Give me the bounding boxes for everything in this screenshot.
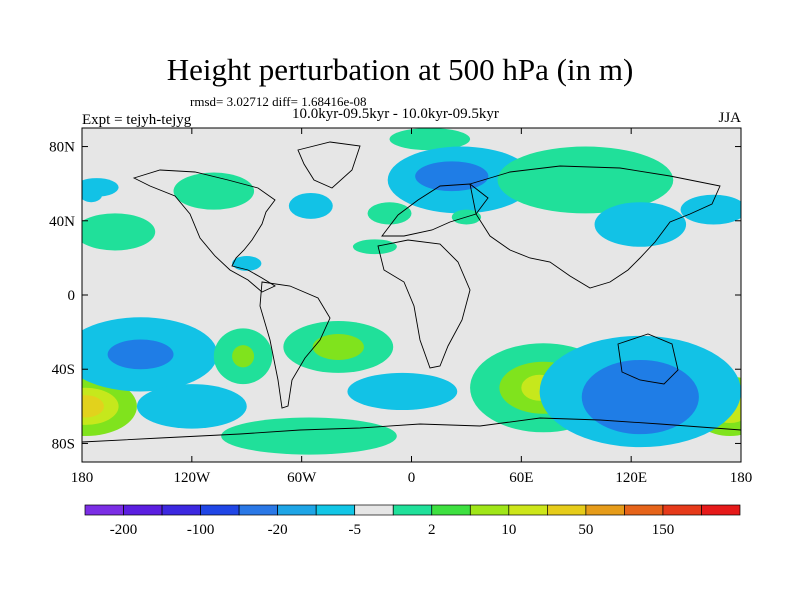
colorbar-swatch: [161, 504, 201, 516]
colorbar-swatch: [701, 504, 741, 516]
colorbar-swatch: [315, 504, 356, 516]
contour-region-32: [680, 194, 741, 225]
colorbar-label: 2: [428, 522, 436, 538]
contour-region-28: [367, 202, 412, 225]
contour-region-31: [594, 202, 687, 247]
contour-region-7: [136, 384, 247, 429]
x-tick-label: 120E: [615, 470, 647, 486]
x-tick-label: 180: [730, 470, 753, 486]
contour-region-13: [347, 372, 458, 411]
colorbar-swatch: [585, 504, 625, 516]
contour-region-19: [82, 213, 156, 251]
stats-text: rmsd= 3.02712 diff= 1.68416e-08: [190, 94, 367, 109]
coastline-north-america: [132, 169, 276, 293]
colorbar-swatch: [238, 504, 278, 516]
x-tick-label: 120W: [173, 470, 211, 486]
y-tick-label: 0: [68, 288, 76, 304]
coastline-europe-africa: [377, 183, 489, 369]
contour-region-2: [82, 395, 104, 418]
x-tick-label: 0: [408, 470, 416, 486]
contour-region-6: [107, 339, 174, 370]
colorbar-swatch: [624, 504, 664, 516]
experiment-label: Expt = tejyh-tejyg: [82, 112, 192, 128]
figure-title: Height perturbation at 500 hPa (in m): [166, 52, 634, 87]
coastline-antarctica: [82, 417, 741, 443]
contour-region-9: [232, 345, 255, 368]
colorbar-label: -5: [348, 522, 361, 538]
coastline-greenland: [297, 141, 361, 189]
colorbar-swatch: [354, 504, 394, 516]
contour-region-24: [232, 256, 262, 271]
colorbar-swatch: [277, 504, 317, 516]
colorbar-swatch: [84, 504, 124, 516]
contour-region-33: [82, 187, 103, 203]
coastline-asia: [469, 165, 721, 289]
colorbar-label: -200: [110, 522, 138, 538]
colorbar-label: 150: [652, 522, 675, 538]
contour-region-23: [352, 239, 397, 255]
period-label: 10.0kyr-09.5kyr - 10.0kyr-09.5kyr: [292, 106, 499, 122]
colorbar-swatch: [469, 504, 510, 516]
map-axes: 180 120W 60W 0 60E 120E 180 80N 40N 0 40S 80S: [49, 128, 752, 486]
colorbar-swatch: [662, 504, 702, 516]
y-tick-label: 40N: [49, 214, 75, 230]
colorbar-label: -20: [268, 522, 288, 538]
y-tick-label: 80S: [52, 436, 75, 452]
colorbar-swatch: [547, 504, 587, 516]
x-tick-label: 60W: [287, 470, 317, 486]
contour-region-30: [497, 146, 674, 214]
colorbar: -200 -100 -20 -5 2 10 50 150: [84, 504, 741, 538]
colorbar-label: -100: [187, 522, 215, 538]
contour-region-10: [221, 417, 397, 455]
contour-region-12: [312, 333, 364, 360]
colorbar-swatch: [200, 504, 240, 516]
colorbar-swatch: [508, 504, 548, 516]
coastlines: [82, 141, 741, 443]
contour-region-27: [415, 161, 489, 192]
x-tick-label: 60E: [509, 470, 533, 486]
season-label: JJA: [718, 110, 741, 126]
contour-region-25: [389, 128, 471, 151]
contour-region-20: [173, 172, 255, 210]
colorbar-swatch: [123, 504, 163, 516]
y-tick-label: 40S: [52, 362, 75, 378]
colorbar-swatch: [431, 504, 471, 516]
colorbar-label: 10: [501, 522, 516, 538]
coastline-south-america: [259, 281, 331, 409]
colorbar-label: 50: [578, 522, 593, 538]
coastline-australia: [617, 333, 679, 385]
colorbar-swatch: [392, 504, 433, 516]
x-tick-label: 180: [71, 470, 94, 486]
y-tick-label: 80N: [49, 140, 75, 156]
contour-region-21: [288, 192, 333, 219]
